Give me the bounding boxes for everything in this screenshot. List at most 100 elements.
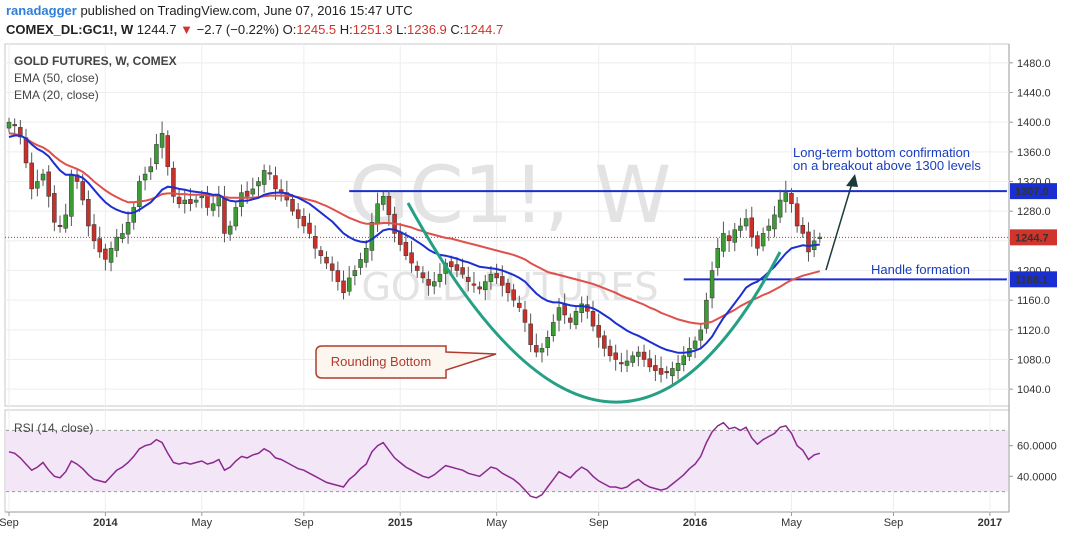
candle-down xyxy=(86,199,91,227)
ema20-line xyxy=(8,134,820,354)
candle-down xyxy=(18,127,23,138)
close-label: C: xyxy=(450,22,464,37)
candle-up xyxy=(692,340,698,349)
candle-up xyxy=(579,303,584,314)
candle-up xyxy=(6,121,12,129)
price-label-box xyxy=(1010,271,1057,288)
rsi-tick-label: 60.0000 xyxy=(1017,441,1057,453)
y-tick-label: 1360.0 xyxy=(1017,147,1051,159)
high-label: H: xyxy=(339,22,353,37)
candle-up xyxy=(261,170,267,185)
open-value: 1245.5 xyxy=(296,22,337,37)
candle-down xyxy=(726,235,732,242)
candle-up xyxy=(783,192,789,202)
candle-up xyxy=(369,222,375,251)
candle-down xyxy=(290,199,295,212)
candle-down xyxy=(613,352,618,360)
candle-down xyxy=(511,289,516,301)
author-link[interactable]: ranadagger xyxy=(6,3,77,18)
candle-down xyxy=(244,190,250,197)
price-label-text: 1188.1 xyxy=(1015,274,1048,286)
candle-down xyxy=(460,267,465,275)
candle-down xyxy=(449,261,454,268)
candle-down xyxy=(318,250,324,256)
candle-up xyxy=(154,144,159,164)
candle-down xyxy=(23,137,29,164)
candle-down xyxy=(749,217,755,238)
candle-up xyxy=(35,181,40,189)
candle-down xyxy=(505,282,511,294)
candle-down xyxy=(176,196,182,204)
legend-ema50[interactable]: EMA (50, close) xyxy=(14,71,99,85)
x-tick-label: Sep xyxy=(884,517,904,529)
low-value: 1236.9 xyxy=(407,22,447,37)
candle-down xyxy=(522,309,528,323)
rsi-legend[interactable]: RSI (14, close) xyxy=(14,421,93,435)
y-tick-label: 1080.0 xyxy=(1017,355,1051,367)
candle-down xyxy=(806,231,811,253)
y-tick-label: 1280.0 xyxy=(1017,206,1051,218)
candle-up xyxy=(483,281,488,291)
price-axis-labels: 1307.0 1244.7 1188.1 xyxy=(1010,183,1057,288)
candle-up xyxy=(772,214,777,230)
candle-down xyxy=(789,193,794,205)
high-value: 1251.3 xyxy=(352,22,393,37)
candle-up xyxy=(743,218,749,227)
candle-up xyxy=(142,173,148,181)
candle-up xyxy=(125,222,131,235)
rsi-axis-ticks: 60.0000 40.0000 xyxy=(1009,441,1057,483)
candle-up xyxy=(363,248,369,263)
candle-up xyxy=(777,199,783,218)
x-tick-label: 2016 xyxy=(683,517,707,529)
candle-down xyxy=(602,335,607,349)
candle-down xyxy=(403,242,409,256)
candle-down xyxy=(528,323,533,345)
candle-down xyxy=(91,224,97,242)
candle-up xyxy=(698,329,703,341)
candle-up xyxy=(636,351,641,357)
candle-down xyxy=(517,302,522,308)
candle-down xyxy=(653,365,658,371)
candle-down xyxy=(329,263,335,271)
candle-up xyxy=(738,225,743,231)
candle-down xyxy=(307,222,312,234)
candle-up xyxy=(380,196,386,205)
down-arrow-icon: ▼ xyxy=(180,22,194,37)
y-tick-label: 1120.0 xyxy=(1017,325,1050,337)
candle-up xyxy=(358,259,363,268)
candle-up xyxy=(210,203,216,211)
open-label: O: xyxy=(282,22,297,37)
x-tick-label: May xyxy=(781,517,802,529)
candle-down xyxy=(295,209,301,219)
x-tick-label: Sep xyxy=(0,517,19,529)
candle-down xyxy=(641,351,647,360)
candle-up xyxy=(120,233,125,239)
time-axis-ticks: Sep 2014 May Sep 2015 May Sep 2016 May Sep 2017 xyxy=(0,512,1002,529)
candle-down xyxy=(420,272,426,279)
candle-up xyxy=(131,207,136,223)
candle-down xyxy=(57,225,63,228)
candle-up xyxy=(681,355,686,365)
candle-down xyxy=(471,283,477,286)
rounding-callout-box xyxy=(315,345,497,379)
candle-down xyxy=(800,225,806,234)
candle-down xyxy=(29,162,34,190)
candle-down xyxy=(52,193,57,223)
candle-up xyxy=(766,225,772,231)
candle-up xyxy=(817,236,823,239)
publish-line: ranadagger published on TradingView.com,… xyxy=(6,3,413,18)
candle-up xyxy=(709,270,715,299)
rounding-annotation: Rounding Bottom xyxy=(331,354,431,369)
candle-down xyxy=(562,304,567,316)
candle-up xyxy=(114,236,119,251)
x-tick-label: May xyxy=(486,517,507,529)
candle-down xyxy=(590,311,596,327)
rsi-tick-label: 40.0000 xyxy=(1017,471,1057,483)
legend-ema20[interactable]: EMA (20, close) xyxy=(14,88,99,102)
candle-down xyxy=(477,286,482,290)
close-value: 1244.7 xyxy=(463,22,504,37)
candle-up xyxy=(670,368,675,377)
candle-down xyxy=(454,264,460,271)
candle-down xyxy=(755,235,760,249)
